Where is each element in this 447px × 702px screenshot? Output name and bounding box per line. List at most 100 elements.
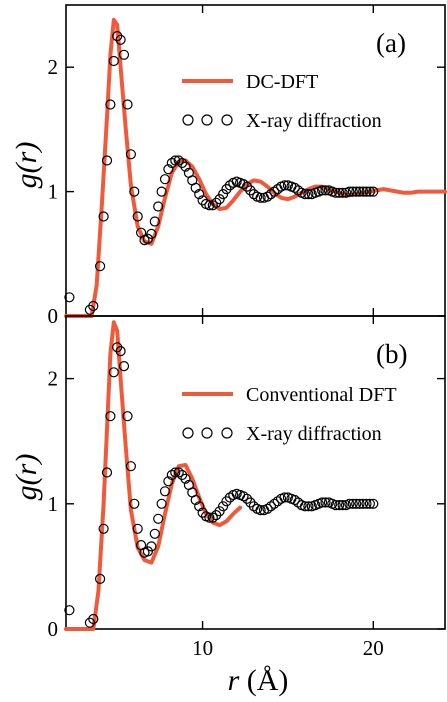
panel-a-xray-point	[146, 228, 157, 239]
panel-b-xray-point	[204, 512, 215, 523]
panel-b-ylabel-g: g(	[10, 473, 43, 500]
panel-a-ytick-label: 1	[48, 180, 59, 204]
panel-b-xray-point	[115, 346, 126, 357]
panel-a-xray-point	[122, 99, 133, 110]
panel-a-xray-point	[84, 304, 96, 315]
legend-marker-xray-b-3	[221, 427, 233, 439]
panel-b-xray-point	[347, 498, 358, 509]
panel-a-xray-point	[269, 186, 280, 197]
panel-b-xray-point	[125, 461, 136, 472]
panel-b-xray-point	[194, 501, 205, 512]
panel-b-xray-point	[289, 494, 300, 506]
panel-b-xray-point	[129, 498, 140, 509]
legend-marker-xray-a-3	[221, 114, 233, 126]
panel-a-xray-point	[364, 186, 375, 197]
panel-a-xray-point	[368, 186, 379, 197]
panel-b-xray-point	[173, 467, 184, 478]
panel-a-xray-point	[279, 180, 290, 191]
panel-a-xray-point	[108, 55, 119, 67]
panel-a-xray-point	[303, 189, 314, 200]
panel-a-xray-point	[170, 155, 181, 166]
panel-b-xray-point	[368, 498, 379, 509]
panel-b-xray-point	[108, 367, 119, 378]
legend-label-conventional-dft: Conventional DFT	[246, 384, 397, 406]
panel-a-xray-point	[317, 185, 328, 196]
panel-b-xray-point	[64, 605, 75, 616]
panel-b-xray-point	[146, 541, 157, 552]
panel-a-xray-point	[334, 187, 345, 198]
panel-a-xray-point	[112, 30, 123, 42]
panel-a-xray-point	[197, 195, 208, 206]
x-axis-label: r (Å)	[228, 664, 289, 697]
panel-a-ylabel-close: )	[10, 142, 43, 154]
panel-b-xray-point	[105, 411, 116, 422]
panel-a-xray-point	[118, 49, 130, 60]
panel-b-xray-point	[166, 469, 177, 481]
panel-a-marks	[64, 17, 447, 318]
panel-a-xray-point	[347, 186, 358, 197]
panel-a-xray-point	[159, 174, 171, 185]
panel-b-xray-point	[221, 496, 232, 507]
panel-a-xray-point	[153, 201, 164, 212]
panel-a-xray-point	[88, 300, 99, 312]
panel-b-xray-point	[255, 505, 266, 516]
panel-b-xray-point	[262, 503, 273, 514]
panel-a-ylabel: g(r)	[10, 142, 43, 189]
panel-b-xray-point	[334, 500, 345, 511]
panel-b-xray-point	[265, 501, 276, 512]
panel-b-ytick-label: 2	[48, 367, 59, 391]
legend-label-dc-dft: DC-DFT	[246, 71, 318, 93]
panel-a-xray-point	[238, 179, 249, 190]
panel-b-xray-point	[241, 493, 253, 504]
panel-a-xray-point	[211, 197, 222, 208]
panel-a-xray-point	[221, 184, 232, 195]
legend-marker-xray-b-1	[182, 427, 194, 439]
panel-b-frame	[65, 315, 446, 630]
panel-b-xray-point	[211, 509, 222, 521]
panel-a-xray-point	[207, 200, 218, 211]
panel-b-xray-point	[279, 492, 290, 503]
panel-b: 0 1 2 10 20 (b) Conventional DFT X-ray diffr…	[10, 315, 446, 660]
panel-b-xray-point	[269, 498, 280, 509]
panel-a-xray-point	[289, 182, 300, 193]
panel-b-xray-point	[344, 498, 355, 509]
panel-b-xray-point	[122, 411, 133, 422]
panel-b-xray-point	[153, 513, 164, 524]
panel-a-xray-point	[98, 211, 109, 222]
panel-b-marks	[64, 320, 379, 631]
panel-b-xray-point	[358, 498, 369, 509]
panel-b-xray-point	[330, 500, 341, 511]
legend-label-xray-b: X-ray diffraction	[246, 423, 382, 445]
panel-a-ylabel-g: g(	[10, 161, 43, 188]
panel-a-xray-point	[64, 292, 75, 303]
panel-b-xray-point	[361, 498, 372, 509]
panel-a-xray-point	[299, 189, 311, 200]
panel-b-series-line	[64, 320, 243, 631]
panel-a-xray-point	[163, 164, 174, 175]
panel-b-xray-point	[84, 617, 96, 628]
panel-b-xray-point	[364, 498, 375, 509]
panel-b-xray-point	[159, 486, 171, 497]
panel-a-xray-point	[241, 181, 253, 192]
panel-b-xray-point	[303, 501, 314, 512]
panel-a-xray-point	[129, 186, 140, 197]
panel-a-legend: DC-DFT X-ray diffraction	[182, 71, 382, 132]
panel-a-xray-point	[177, 157, 188, 169]
panel-a-xray-point	[125, 149, 136, 160]
panel-b-xray-point	[88, 613, 99, 625]
panel-b-xray-point	[197, 507, 208, 518]
panel-b-xray-point	[337, 500, 348, 511]
panel-a-series-line	[64, 17, 447, 318]
panel-a-ytick-label: 0	[48, 304, 59, 328]
panel-a-xray-point	[320, 185, 331, 196]
panel-b-xtick-label: 10	[192, 636, 213, 660]
panel-a-xray-point	[180, 161, 191, 172]
panel-a-xray-point	[255, 192, 266, 203]
panel-a-xray-point	[351, 186, 362, 197]
panel-b-ylabel-r: r	[10, 463, 43, 475]
panel-a-xray-point	[265, 189, 276, 200]
panel-b-xray-point	[94, 573, 106, 585]
panel-b-ylabel-close: )	[10, 454, 43, 466]
panel-a-xray-point	[344, 186, 355, 197]
